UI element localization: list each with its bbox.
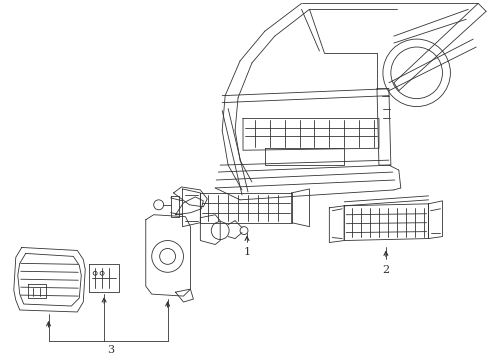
- Text: 1: 1: [244, 247, 250, 257]
- Text: 3: 3: [107, 345, 115, 355]
- Text: 2: 2: [382, 265, 390, 275]
